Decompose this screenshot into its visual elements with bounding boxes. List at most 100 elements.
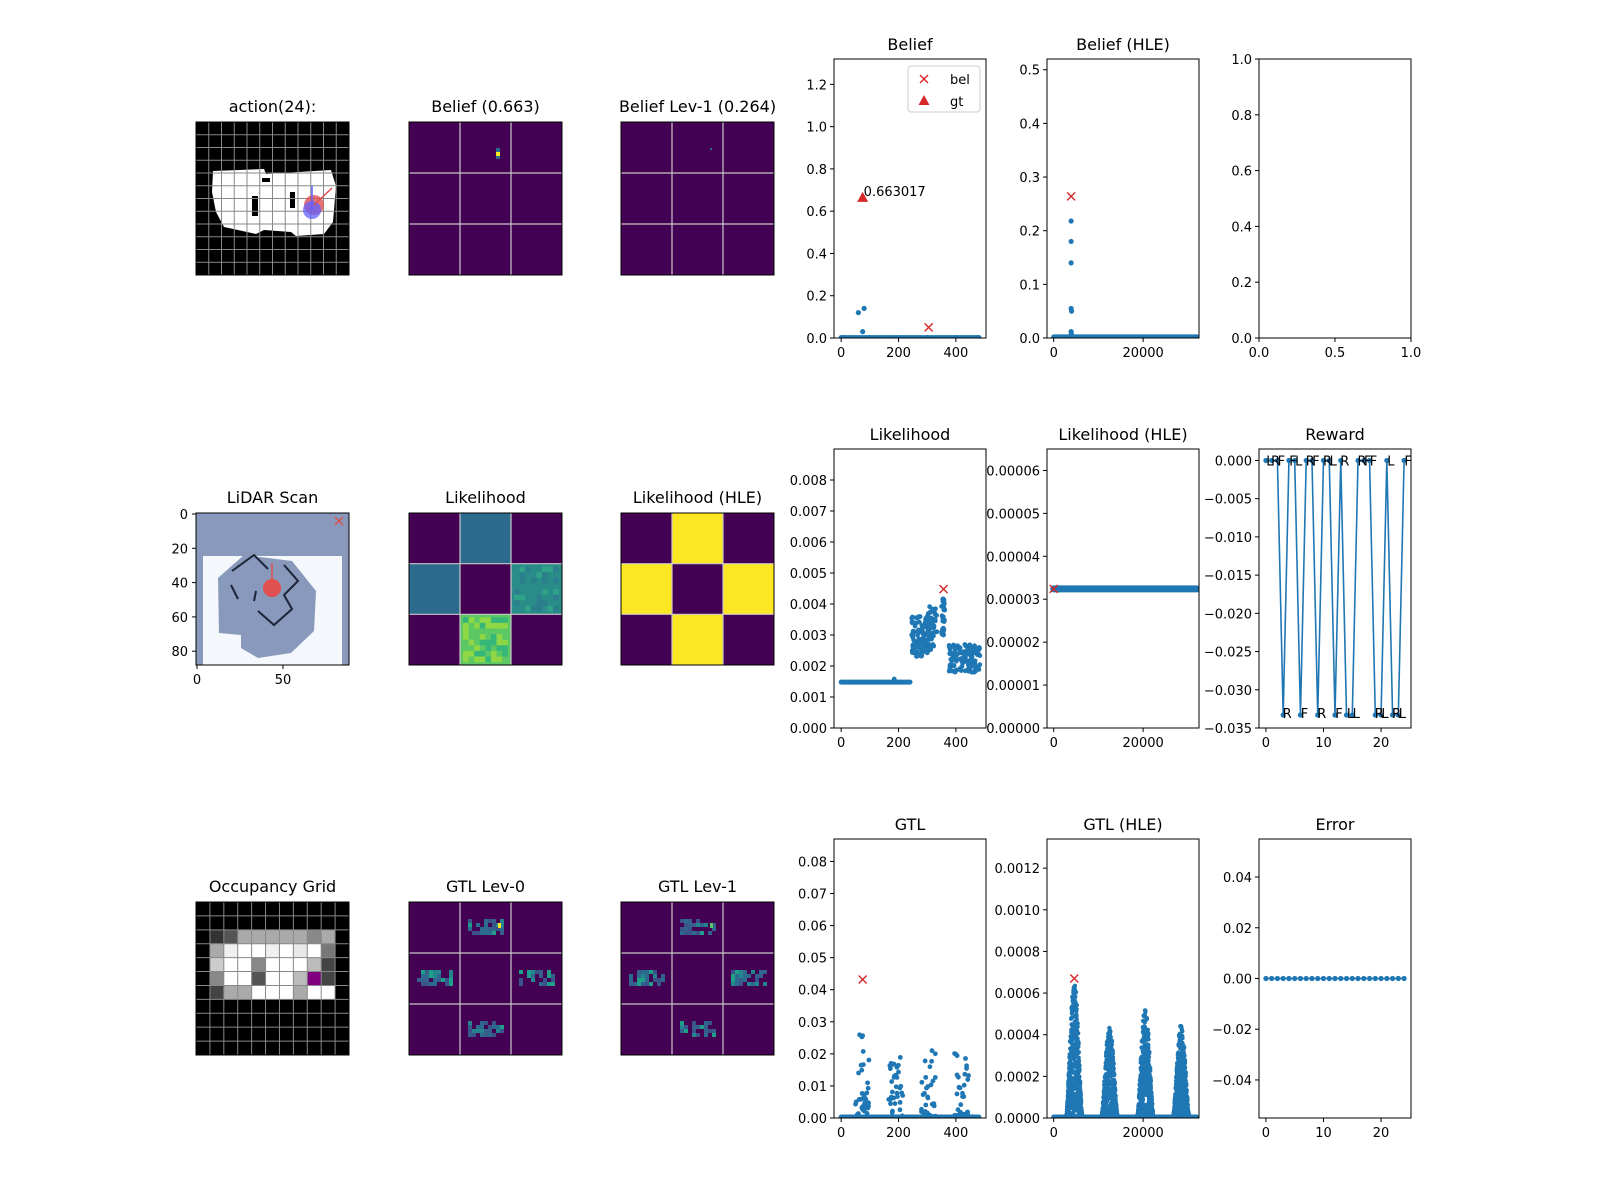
data-point xyxy=(1073,990,1079,995)
data-point xyxy=(1138,1067,1144,1072)
data-point xyxy=(1108,1088,1114,1093)
heat-cell xyxy=(637,970,641,974)
heat-cell xyxy=(502,650,508,657)
heat-cell xyxy=(480,1033,484,1037)
data-point xyxy=(1069,1099,1074,1104)
data-point xyxy=(841,334,847,338)
heat-cell xyxy=(672,513,723,564)
data-point xyxy=(920,631,926,637)
panel-frame xyxy=(195,512,350,666)
data-point xyxy=(1069,1080,1075,1086)
heat-cell xyxy=(468,923,472,927)
data-point xyxy=(1139,1073,1144,1078)
heat-cell xyxy=(704,1033,708,1037)
data-point xyxy=(1073,1048,1078,1053)
legend-label: bel xyxy=(950,73,970,88)
heat-cell xyxy=(484,1033,488,1037)
heat-cell xyxy=(688,923,692,927)
data-point xyxy=(1074,1115,1080,1118)
occupancy-cell xyxy=(321,929,336,944)
occupancy-cell xyxy=(223,943,238,958)
heat-cell xyxy=(641,970,645,974)
data-point xyxy=(972,650,977,656)
heat-cell xyxy=(429,974,433,978)
heat-cell xyxy=(488,919,492,923)
data-point xyxy=(865,1102,871,1108)
data-point xyxy=(1349,975,1355,982)
heat-cell xyxy=(500,927,504,931)
heat-cell xyxy=(751,982,755,986)
data-point xyxy=(923,1102,929,1108)
robot-heading xyxy=(313,187,333,206)
data-point xyxy=(953,1115,959,1118)
data-point xyxy=(968,646,974,652)
chart-belief-hle: Belief (HLE) 0 20000 0.0 0.1 0.2 0.3 0.4 0.5 xyxy=(1019,35,1200,361)
y-tick-label: 0.02 xyxy=(1223,922,1252,937)
data-point xyxy=(889,1079,895,1084)
lidar-scan-area xyxy=(218,555,316,658)
data-point xyxy=(1075,1037,1080,1042)
data-point xyxy=(1280,712,1286,718)
action-label: F xyxy=(1289,454,1296,469)
data-point xyxy=(1071,1070,1076,1075)
data-point xyxy=(940,618,946,624)
action-label: F xyxy=(1364,454,1371,469)
data-point xyxy=(1074,1006,1079,1012)
y-tick-label: 0.001 xyxy=(790,691,827,706)
heat-cell xyxy=(688,919,692,923)
y-tick-label: 0.00006 xyxy=(986,464,1040,479)
x-marker xyxy=(1066,191,1076,201)
heat-cell xyxy=(480,1029,484,1033)
data-point xyxy=(1067,1054,1073,1059)
heat-cell xyxy=(496,156,500,159)
data-point xyxy=(953,334,959,338)
heat-cell xyxy=(492,923,496,927)
data-point xyxy=(1143,1008,1148,1013)
y-tick-label: −0.02 xyxy=(1212,1023,1252,1038)
heat-cell xyxy=(519,572,526,578)
heat-cell xyxy=(485,645,491,651)
heat-cell xyxy=(437,970,441,974)
heat-cell xyxy=(519,594,526,601)
occupancy-cell xyxy=(307,943,322,958)
heat-cell xyxy=(463,650,469,657)
heat-cell xyxy=(543,978,547,982)
heat-cell xyxy=(468,1025,472,1029)
y-tick-label: 0.0006 xyxy=(995,987,1041,1002)
heat-cell xyxy=(519,970,523,974)
heat-cell xyxy=(763,970,767,974)
heat-cell xyxy=(421,970,425,974)
data-point xyxy=(964,1066,969,1071)
data-point xyxy=(976,334,982,338)
y-tick-label: 0.02 xyxy=(798,1048,827,1063)
axes-frame xyxy=(1046,838,1200,1119)
y-tick-label: 0.0012 xyxy=(995,862,1041,877)
heat-cell xyxy=(530,605,537,612)
data-point xyxy=(1073,1059,1078,1065)
heat-cell xyxy=(460,513,511,564)
data-point xyxy=(1178,1077,1183,1082)
heat-cell xyxy=(535,970,539,974)
heat-cell xyxy=(496,656,503,663)
heat-cell xyxy=(755,974,759,978)
data-point xyxy=(855,310,861,316)
data-point xyxy=(1103,1066,1108,1071)
action-label: R xyxy=(1340,454,1349,469)
panel-title: Belief (0.663) xyxy=(431,97,540,116)
y-tick-label: 0.04 xyxy=(1223,871,1252,886)
x-tick-label: 0 xyxy=(1262,1126,1270,1141)
data-point xyxy=(1072,1030,1077,1035)
occupancy-cell xyxy=(265,957,280,972)
heat-cell xyxy=(468,1029,472,1033)
plot-area xyxy=(1051,974,1199,1118)
data-point xyxy=(1176,1050,1181,1055)
x-tick-label: 0 xyxy=(193,673,201,688)
heat-cell xyxy=(542,589,548,595)
heat-cell xyxy=(409,563,460,615)
heat-cell xyxy=(479,650,486,657)
data-point xyxy=(913,620,919,626)
data-point xyxy=(895,334,902,338)
heat-cell xyxy=(731,982,735,986)
panel-title: GTL Lev-1 xyxy=(658,877,737,896)
heat-cell xyxy=(500,931,504,935)
